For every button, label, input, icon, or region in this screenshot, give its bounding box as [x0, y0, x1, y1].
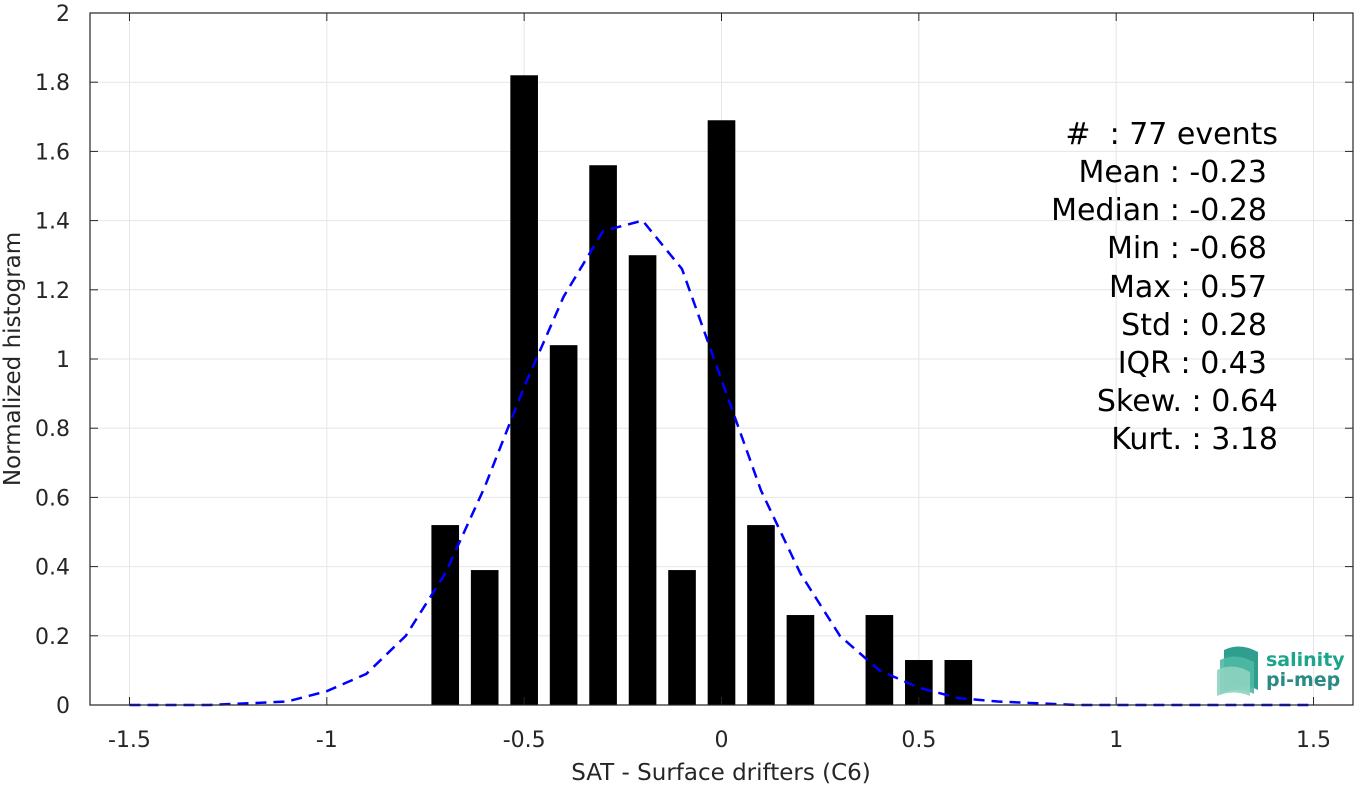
stat-min: Min : -0.68	[1107, 231, 1267, 266]
ticks	[90, 12, 1353, 706]
stat-median: Median : -0.28	[1051, 193, 1267, 228]
y-tick-label: 1.8	[35, 71, 70, 96]
logo-line1: salinity	[1266, 649, 1345, 671]
histogram-bar	[628, 255, 657, 705]
histogram-bar	[549, 345, 578, 705]
histogram-bar	[510, 75, 538, 705]
stats-annotation: # : 77 events Mean : -0.23 Median : -0.2…	[1051, 117, 1278, 457]
histogram-bar	[589, 165, 617, 706]
stat-skew: Skew. : 0.64	[1097, 384, 1278, 419]
y-tick-label: 0.4	[35, 556, 70, 581]
x-axis-label: SAT - Surface drifters (C6)	[571, 760, 871, 785]
x-tick-label: 1	[1109, 728, 1123, 753]
y-tick-labels: 0 0.2 0.4 0.6 0.8 1 1.2 1.4 1.6 1.8 2	[35, 2, 70, 719]
x-tick-label: -1.5	[108, 728, 151, 753]
y-tick-label: 0.8	[35, 417, 70, 442]
stat-events: # : 77 events	[1065, 117, 1278, 152]
x-tick-label: -0.5	[503, 728, 546, 753]
bars	[431, 75, 973, 706]
histogram-bar	[865, 615, 894, 705]
y-tick-label: 1.4	[35, 210, 70, 235]
stat-iqr: IQR : 0.43	[1118, 346, 1267, 381]
salinity-pimep-logo: salinity pi-mep	[1217, 646, 1345, 696]
logo-line2: pi-mep	[1266, 669, 1340, 691]
y-tick-label: 0	[56, 694, 70, 719]
x-tick-label: 0	[715, 728, 729, 753]
y-tick-label: 0.6	[35, 486, 70, 511]
stat-std: Std : 0.28	[1121, 308, 1267, 343]
histogram-bar	[747, 525, 775, 705]
y-tick-label: 1.6	[35, 140, 70, 165]
histogram-bar	[470, 570, 499, 705]
wave-icon	[1217, 646, 1258, 696]
y-tick-label: 1	[56, 348, 70, 373]
normal-fit-curve	[129, 219, 1314, 707]
y-tick-label: 0.2	[35, 625, 70, 650]
y-tick-label: 2	[56, 2, 70, 27]
histogram-bar	[668, 570, 696, 705]
x-tick-label: 0.5	[901, 728, 936, 753]
y-tick-label: 1.2	[35, 279, 70, 304]
x-tick-label: -1	[316, 728, 338, 753]
x-tick-labels: -1.5 -1 -0.5 0 0.5 1 1.5	[108, 728, 1331, 753]
histogram-bar	[786, 615, 815, 705]
histogram-bar	[707, 120, 736, 705]
y-axis-label: Normalized histogram	[0, 232, 26, 486]
x-tick-label: 1.5	[1296, 728, 1331, 753]
histogram-bar	[431, 525, 460, 705]
stat-kurt: Kurt. : 3.18	[1111, 422, 1278, 457]
stat-max: Max : 0.57	[1109, 270, 1267, 305]
stat-mean: Mean : -0.23	[1078, 155, 1267, 190]
